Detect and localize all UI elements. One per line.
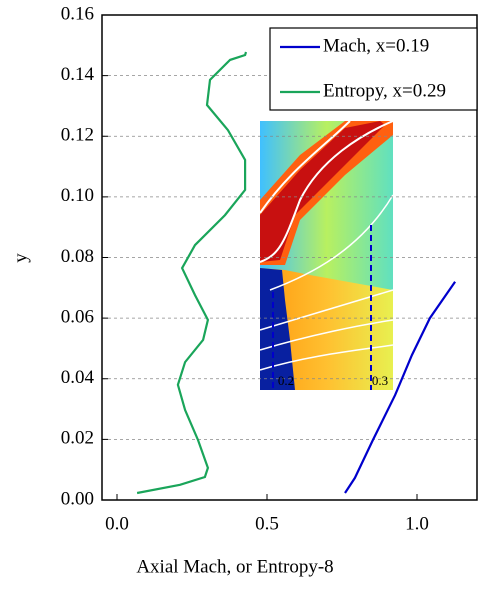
y-tick-label: 0.02 [61, 428, 94, 449]
line-series [136, 51, 248, 495]
y-tick-label: 0.08 [61, 246, 94, 267]
x-tick-label: 0.5 [255, 513, 279, 534]
y-tick-label: 0.10 [61, 185, 94, 206]
legend [269, 27, 478, 111]
y-tick-label: 0.06 [61, 306, 94, 327]
y-tick-label: 0.16 [61, 3, 94, 24]
x-tick-label: 1.0 [405, 513, 429, 534]
y-tick-label: 0.04 [61, 367, 95, 388]
y-axis-label: y [10, 253, 31, 263]
legend-label: Entropy, x=0.29 [323, 80, 446, 101]
y-tick-label: 0.00 [61, 488, 94, 509]
line-series [344, 281, 457, 494]
x-axis-label: Axial Mach, or Entropy-8 [136, 556, 333, 577]
y-tick-label: 0.14 [61, 64, 95, 85]
inset-image [259, 120, 394, 390]
legend-label: Mach, x=0.19 [323, 35, 429, 56]
x-tick-label: 0.0 [105, 513, 129, 534]
inset-tick-label: 0.2 [278, 373, 294, 388]
inset-tick-label: 0.3 [372, 373, 388, 388]
y-tick-label: 0.12 [61, 125, 94, 146]
